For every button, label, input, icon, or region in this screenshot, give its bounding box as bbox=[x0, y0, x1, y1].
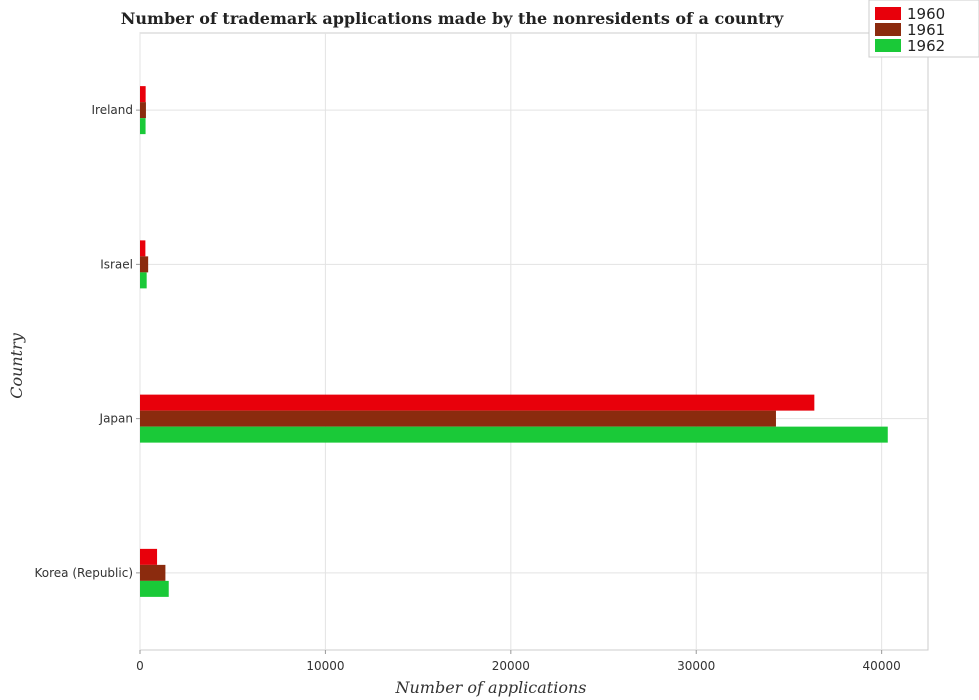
x-tick-label: 20000 bbox=[492, 659, 530, 673]
y-tick-label: Korea (Republic) bbox=[35, 566, 133, 580]
x-tick-label: 30000 bbox=[677, 659, 715, 673]
bar-1960-ireland bbox=[140, 86, 146, 103]
bar-1962-korea-republic bbox=[140, 580, 169, 597]
x-tick-label: 0 bbox=[136, 659, 144, 673]
bar-1961-japan bbox=[140, 410, 776, 427]
y-tick-label: Japan bbox=[99, 412, 133, 426]
x-axis-title: Number of applications bbox=[394, 678, 586, 697]
bar-1962-ireland bbox=[140, 118, 146, 135]
bar-1960-korea-republic bbox=[140, 548, 158, 565]
legend-swatch-1960 bbox=[875, 7, 901, 20]
legend-swatch-1962 bbox=[875, 39, 901, 52]
bar-1961-korea-republic bbox=[140, 564, 166, 581]
chart-title: Number of trademark applications made by… bbox=[121, 9, 784, 28]
bar-1961-israel bbox=[140, 256, 149, 273]
bar-1961-ireland bbox=[140, 102, 146, 119]
y-tick-label: Ireland bbox=[91, 103, 133, 117]
x-tick-label: 40000 bbox=[863, 659, 901, 673]
bar-1962-japan bbox=[140, 426, 888, 443]
y-axis-title: Country bbox=[7, 332, 26, 399]
bar-1962-israel bbox=[140, 272, 147, 289]
legend-swatch-1961 bbox=[875, 23, 901, 36]
bar-1960-israel bbox=[140, 240, 146, 257]
legend-label-1961: 1961 bbox=[907, 21, 945, 39]
plot-frame bbox=[139, 32, 929, 651]
x-tick-label: 10000 bbox=[306, 659, 344, 673]
bar-1960-japan bbox=[140, 394, 815, 411]
plot-area: 0 10000 20000 30000 40000 Ireland Israel Japan K… bbox=[35, 32, 929, 673]
y-tick-label: Israel bbox=[100, 257, 133, 271]
legend-label-1960: 1960 bbox=[907, 5, 945, 23]
legend-label-1962: 1962 bbox=[907, 37, 945, 55]
